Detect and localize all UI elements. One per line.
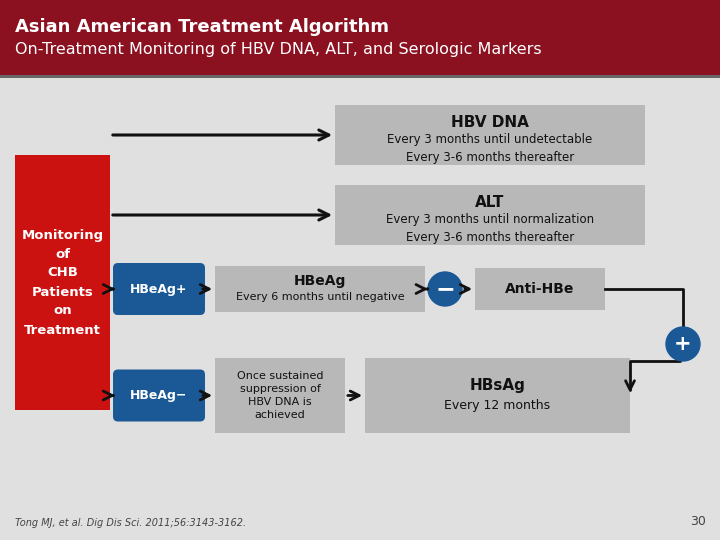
FancyBboxPatch shape	[215, 358, 345, 433]
Bar	[0, 78, 720, 540]
Text: Tong MJ, et al. Dig Dis Sci. 2011;56:3143-3162.: Tong MJ, et al. Dig Dis Sci. 2011;56:314…	[15, 518, 246, 528]
FancyBboxPatch shape	[335, 185, 645, 245]
Text: HBeAg+: HBeAg+	[130, 282, 188, 295]
Bar	[0, 75, 720, 78]
FancyBboxPatch shape	[475, 268, 605, 310]
Text: Every 12 months: Every 12 months	[444, 399, 551, 412]
Text: HBV DNA: HBV DNA	[451, 115, 529, 130]
FancyBboxPatch shape	[215, 266, 425, 312]
Text: Every 3 months until normalization
Every 3-6 months thereafter: Every 3 months until normalization Every…	[386, 213, 594, 244]
FancyBboxPatch shape	[15, 155, 110, 410]
Text: Every 3 months until undetectable
Every 3-6 months thereafter: Every 3 months until undetectable Every …	[387, 133, 593, 164]
FancyBboxPatch shape	[0, 0, 720, 75]
Text: +: +	[674, 334, 692, 354]
Circle shape	[428, 272, 462, 306]
FancyBboxPatch shape	[365, 358, 630, 433]
Circle shape	[666, 327, 700, 361]
FancyBboxPatch shape	[335, 105, 645, 165]
Text: HBsAg: HBsAg	[469, 378, 526, 393]
Text: Once sustained
suppression of
HBV DNA is
achieved: Once sustained suppression of HBV DNA is…	[237, 370, 323, 420]
FancyBboxPatch shape	[113, 369, 205, 422]
Text: Asian American Treatment Algorithm: Asian American Treatment Algorithm	[15, 18, 389, 36]
Text: HBeAg−: HBeAg−	[130, 389, 188, 402]
Text: Monitoring
of
CHB
Patients
on
Treatment: Monitoring of CHB Patients on Treatment	[22, 228, 104, 336]
Text: 30: 30	[690, 515, 706, 528]
Text: Every 6 months until negative: Every 6 months until negative	[235, 292, 405, 302]
Text: On-Treatment Monitoring of HBV DNA, ALT, and Serologic Markers: On-Treatment Monitoring of HBV DNA, ALT,…	[15, 42, 541, 57]
Text: −: −	[435, 277, 455, 301]
Text: HBeAg: HBeAg	[294, 274, 346, 288]
Text: Anti-HBe: Anti-HBe	[505, 282, 575, 296]
Text: ALT: ALT	[475, 195, 505, 210]
FancyBboxPatch shape	[113, 263, 205, 315]
